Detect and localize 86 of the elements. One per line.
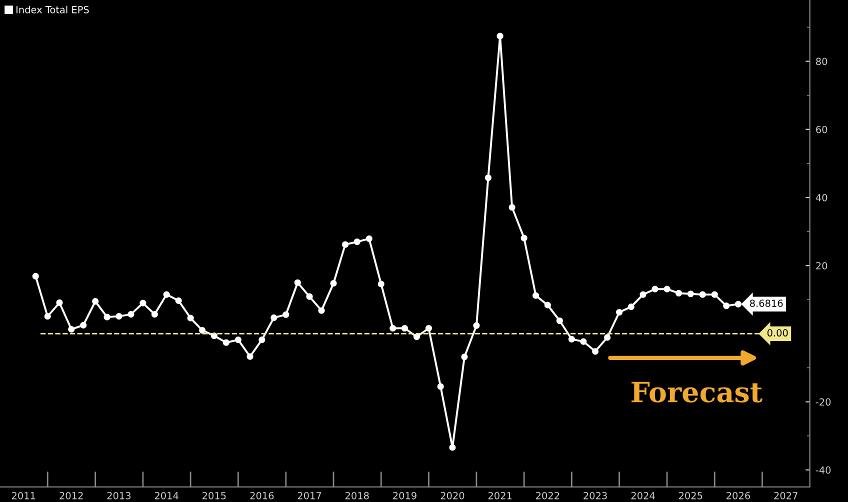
x-tick-label: 2011 <box>12 492 36 500</box>
y-tick-label: 60 <box>816 126 828 134</box>
point <box>282 311 290 318</box>
y-tick-label: 80 <box>816 58 828 66</box>
annotation: Forecast <box>632 382 763 402</box>
point <box>496 32 504 40</box>
point <box>354 238 360 246</box>
point <box>140 300 146 306</box>
point <box>187 314 194 322</box>
point <box>44 313 51 320</box>
point <box>628 304 634 310</box>
point <box>234 336 242 344</box>
point <box>532 292 540 299</box>
y-tick-label: -20 <box>816 398 831 406</box>
point <box>306 293 313 300</box>
point <box>294 279 301 286</box>
point <box>151 311 158 318</box>
point <box>473 322 480 329</box>
point <box>723 302 730 310</box>
point <box>544 302 551 308</box>
point <box>116 313 122 320</box>
point <box>604 334 611 341</box>
point <box>163 291 170 298</box>
point <box>246 353 254 360</box>
point <box>664 286 670 292</box>
point <box>413 333 420 340</box>
x-tick-label: 2017 <box>298 492 322 500</box>
point <box>199 327 206 334</box>
point <box>687 290 694 298</box>
point <box>366 235 372 242</box>
x-tick-label: 2025 <box>678 492 702 500</box>
point <box>580 338 587 345</box>
point <box>734 300 742 308</box>
point <box>330 280 337 287</box>
point <box>449 444 456 451</box>
x-tick-label: 2020 <box>440 492 464 500</box>
data-label: 8.6816 <box>750 300 783 307</box>
y-tick-label: -40 <box>816 466 831 474</box>
point <box>640 291 646 298</box>
point <box>32 272 39 280</box>
legend-label: Index Total EPS <box>16 6 89 14</box>
point <box>68 326 75 333</box>
y-tick-label: 20 <box>816 262 828 270</box>
point <box>675 290 682 296</box>
point <box>222 339 230 346</box>
x-tick-label: 2027 <box>774 492 798 500</box>
point <box>92 298 99 305</box>
x-tick-label: 2014 <box>154 492 178 500</box>
point <box>425 324 432 332</box>
point <box>378 280 384 288</box>
point <box>699 291 706 298</box>
point <box>652 286 658 292</box>
x-tick-label: 2018 <box>345 492 369 500</box>
point <box>711 291 718 298</box>
point <box>556 317 563 324</box>
point <box>258 336 266 344</box>
point <box>401 324 408 332</box>
point <box>616 308 623 316</box>
point <box>520 234 528 242</box>
point <box>342 241 349 248</box>
point <box>592 348 599 355</box>
x-tick-label: 2023 <box>584 492 607 500</box>
x-tick-label: 2013 <box>107 492 131 500</box>
point <box>437 383 444 390</box>
x-tick-label: 2026 <box>726 492 750 500</box>
x-tick-label: 2021 <box>488 492 512 500</box>
ref-line-label: 0.00 <box>767 329 788 337</box>
x-tick-label: 2015 <box>202 492 226 500</box>
point <box>568 336 575 342</box>
point <box>104 314 110 320</box>
x-tick-label: 2019 <box>393 492 416 500</box>
y-tick-label: 40 <box>816 194 828 202</box>
x-tick-label: 2016 <box>250 492 274 500</box>
point <box>270 314 278 321</box>
point <box>80 322 87 328</box>
point <box>390 324 396 332</box>
x-tick-label: 2022 <box>536 492 560 500</box>
point <box>484 174 492 182</box>
point <box>175 297 182 304</box>
point <box>128 311 134 318</box>
point <box>56 299 63 306</box>
x-tick-label: 2024 <box>631 492 655 500</box>
point <box>508 204 516 211</box>
x-tick-label: 2012 <box>60 492 83 500</box>
point <box>461 354 468 360</box>
point <box>318 307 325 314</box>
